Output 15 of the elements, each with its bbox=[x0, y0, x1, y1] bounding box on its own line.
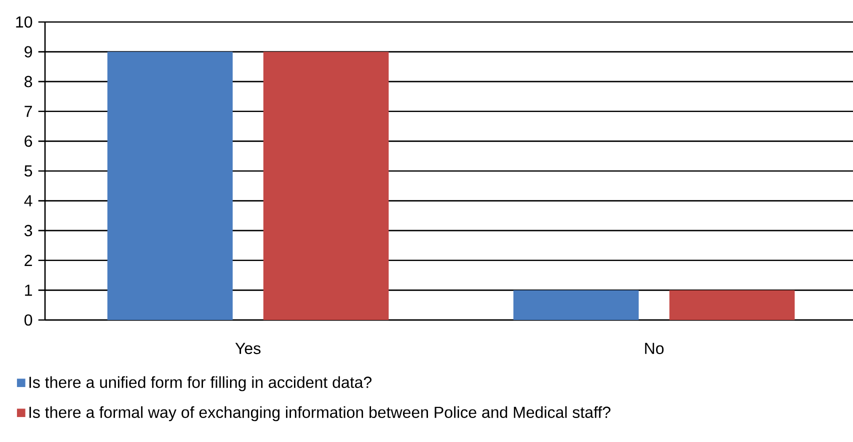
y-tick-label: 1 bbox=[25, 284, 32, 296]
y-tick-label: 5 bbox=[24, 165, 32, 177]
y-tick-label: 4 bbox=[24, 195, 32, 206]
y-tick-label: 0 bbox=[24, 314, 32, 326]
y-tick-label: 7 bbox=[24, 106, 32, 117]
legend-label: Is there a formal way of exchanging information between Police and Medical staff? bbox=[29, 406, 610, 422]
y-tick-label: 10 bbox=[16, 16, 32, 28]
x-tick-label: Yes bbox=[235, 342, 261, 354]
y-tick-label: 9 bbox=[24, 46, 32, 58]
legend-label: Is there a unified form for filling in accident data? bbox=[29, 376, 372, 392]
y-tick-label: 3 bbox=[24, 224, 32, 236]
y-tick-label: 6 bbox=[24, 136, 32, 147]
y-tick-label: 8 bbox=[24, 76, 32, 88]
y-tick-label: 2 bbox=[24, 254, 32, 266]
x-tick-label: No bbox=[645, 342, 664, 354]
